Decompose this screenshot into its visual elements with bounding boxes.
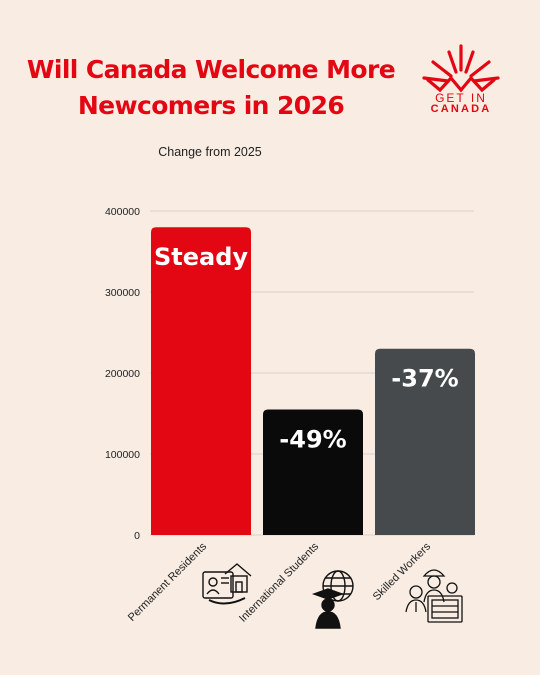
resident-card-house-icon	[202, 563, 252, 605]
data-label: Steady	[154, 243, 248, 271]
data-label: -49%	[279, 425, 346, 453]
bar-international-students	[263, 409, 363, 535]
y-tick-label: 0	[134, 530, 140, 542]
category-label: Skilled Workers	[371, 540, 434, 603]
bars	[151, 227, 475, 535]
logo-text-get-in: GET IN	[435, 91, 487, 105]
y-tick-label: 200000	[105, 368, 140, 380]
sunburst-logo-icon	[422, 44, 500, 93]
logo-text-canada: CANADA	[430, 103, 492, 115]
chart-subtitle: Change from 2025	[158, 145, 262, 159]
y-tick-label: 400000	[105, 206, 140, 218]
y-tick-label: 100000	[105, 449, 140, 461]
student-globe-icon	[311, 570, 354, 629]
category-labels: Permanent Residents International Student…	[126, 540, 434, 625]
data-label: -37%	[391, 365, 458, 393]
title-line-2: Newcomers in 2026	[77, 91, 345, 120]
category-label: Permanent Residents	[126, 540, 210, 624]
bar-permanent-residents	[151, 227, 251, 535]
worker-team-icon	[405, 569, 463, 623]
y-tick-label: 300000	[105, 287, 140, 299]
bar-skilled-workers	[375, 348, 475, 535]
title-line-1: Will Canada Welcome More	[26, 55, 396, 84]
category-icons	[202, 563, 463, 629]
y-axis-ticks: 0 100000 200000 300000 400000	[105, 206, 140, 542]
category-label: International Students	[237, 540, 322, 625]
chart-title: Will Canada Welcome More Newcomers in 202…	[20, 52, 402, 124]
data-labels: Steady -49% -37%	[154, 243, 459, 453]
